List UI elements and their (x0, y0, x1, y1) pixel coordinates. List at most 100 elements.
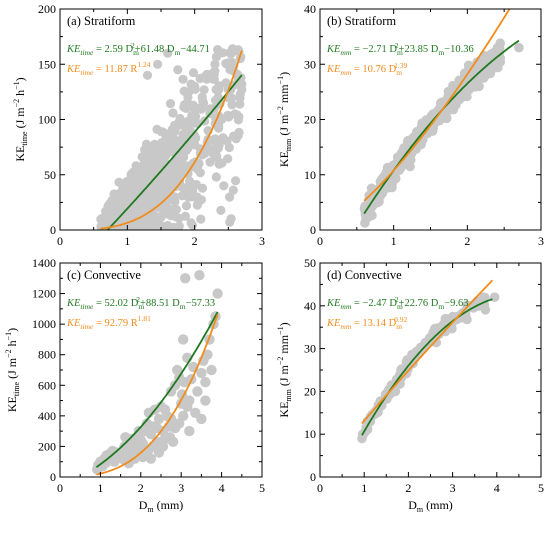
data-point (137, 451, 148, 463)
data-point (173, 65, 183, 75)
y-tick-label: 40 (304, 299, 316, 313)
data-point (159, 404, 171, 415)
data-point (218, 133, 228, 143)
quadratic-fit-line (361, 298, 493, 436)
data-point (137, 170, 147, 181)
data-point (226, 49, 236, 59)
data-point (478, 73, 489, 83)
data-point (134, 182, 144, 192)
data-point (181, 201, 192, 211)
data-point (167, 191, 177, 201)
data-point (442, 107, 452, 117)
y-tick-label: 30 (304, 57, 316, 71)
scatter-series (92, 270, 223, 476)
data-point (387, 182, 397, 193)
data-point (492, 54, 502, 64)
data-point (227, 100, 237, 110)
equation-power: KEtime = 92.79 R1.81 (66, 314, 151, 331)
data-point (237, 79, 247, 89)
data-point (187, 192, 197, 202)
equation-quadratic: KEtime = 52.02 Dm2+88.51 Dm−57.33 (66, 295, 215, 311)
x-tick-label: 0 (57, 481, 63, 495)
y-tick-label: 1400 (32, 256, 56, 270)
data-point (151, 194, 161, 204)
panel-label: (b) Stratiform (327, 14, 396, 28)
data-point (194, 270, 205, 281)
data-point (453, 95, 464, 105)
panel-label: (d) Convective (327, 268, 402, 282)
data-point (198, 96, 208, 106)
data-point (145, 453, 157, 464)
data-point (180, 211, 190, 221)
data-point (382, 162, 393, 173)
panel-a: 0 1 2 3 0 50 100 150 200 (a) Stratiform KEtime = 2… (12, 2, 265, 248)
data-point (168, 171, 178, 181)
data-point (214, 123, 224, 133)
data-point (193, 197, 203, 208)
data-point (167, 124, 177, 135)
y-tick-label: 0 (50, 470, 56, 484)
data-point (357, 433, 367, 444)
data-point (187, 220, 197, 230)
data-point (118, 184, 128, 194)
y-tick-label: 1000 (32, 317, 56, 331)
x-tick-label: 5 (538, 481, 544, 495)
data-point (405, 161, 415, 172)
data-point (174, 418, 185, 429)
quadratic-fit-line (95, 311, 219, 468)
data-point (153, 413, 165, 425)
panel-c: 0 1 2 3 4 5 0 200 400 600 800 1000 1200 1400 (c) Conve… (4, 256, 265, 514)
data-point (434, 329, 444, 340)
data-point (151, 422, 163, 434)
x-tick-label: 3 (538, 234, 544, 248)
data-point (168, 134, 178, 144)
y-tick-label: 0 (310, 223, 316, 237)
data-point (228, 185, 238, 195)
y-tick-label: 10 (304, 427, 316, 441)
equation-power: KEmm = 10.76 Dm1.39 (326, 61, 408, 77)
x-tick-label: 0 (317, 481, 323, 495)
data-point (196, 413, 207, 425)
data-point (217, 114, 227, 125)
y-tick-label: 0 (310, 470, 316, 484)
data-point (143, 160, 153, 170)
scatter-series (357, 279, 500, 444)
y-axis-label: KEmm (J m−2 mm−1) (276, 72, 293, 167)
data-point (140, 215, 150, 225)
data-point (376, 186, 387, 196)
x-tick-label: 2 (405, 481, 411, 495)
data-point (211, 52, 221, 62)
x-tick-label: 3 (178, 481, 184, 495)
data-point (231, 176, 241, 186)
data-point (225, 64, 235, 75)
data-point (200, 377, 211, 388)
data-point (189, 118, 199, 128)
data-point (361, 208, 372, 219)
y-tick-label: 800 (38, 348, 56, 362)
power-fit-line (361, 279, 494, 424)
data-point (206, 364, 217, 376)
x-axis-label: Dm (mm) (408, 498, 453, 514)
data-point (133, 425, 144, 437)
data-point (221, 78, 231, 88)
power-fit-line (96, 314, 219, 476)
data-point (212, 288, 223, 299)
y-tick-label: 30 (304, 342, 316, 356)
data-point (199, 85, 209, 95)
y-tick-label: 1200 (32, 287, 56, 301)
data-point (191, 179, 201, 190)
data-point (190, 81, 200, 91)
data-point (163, 48, 173, 58)
data-point (365, 411, 376, 422)
data-point (184, 425, 195, 437)
data-point (147, 221, 157, 230)
data-point (141, 139, 152, 149)
x-axis-label: Dm (mm) (139, 498, 184, 514)
scatter-series (359, 9, 524, 228)
data-point (168, 108, 178, 118)
data-point (110, 201, 120, 211)
data-point (196, 367, 207, 379)
data-point (234, 127, 244, 137)
